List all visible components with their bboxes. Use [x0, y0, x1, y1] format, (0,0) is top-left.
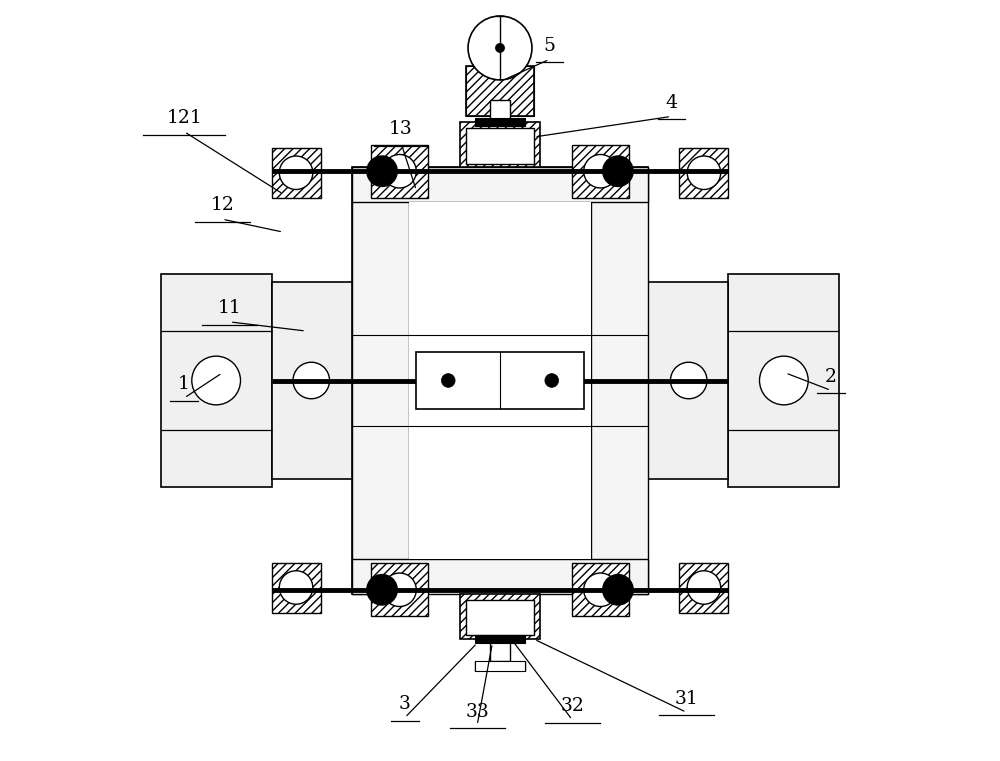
Bar: [466, 128, 534, 164]
Bar: [475, 661, 525, 671]
Text: 3: 3: [399, 695, 411, 713]
Bar: [161, 274, 272, 487]
Bar: [466, 600, 534, 635]
Circle shape: [603, 156, 633, 186]
Bar: [460, 122, 540, 167]
Circle shape: [367, 575, 397, 605]
Bar: [466, 66, 534, 116]
Bar: [371, 563, 428, 616]
Circle shape: [545, 374, 559, 387]
Bar: [409, 202, 591, 559]
Circle shape: [383, 154, 416, 188]
Circle shape: [293, 362, 330, 399]
Circle shape: [687, 156, 721, 189]
Bar: [272, 148, 321, 198]
Circle shape: [687, 571, 721, 604]
Bar: [728, 274, 839, 487]
Circle shape: [383, 573, 416, 607]
Bar: [466, 66, 534, 116]
Circle shape: [367, 156, 397, 186]
Circle shape: [760, 356, 808, 405]
Bar: [352, 559, 648, 594]
Bar: [352, 167, 648, 594]
Bar: [591, 167, 648, 594]
Bar: [679, 563, 728, 613]
Bar: [572, 563, 629, 616]
Circle shape: [603, 575, 633, 605]
Text: 4: 4: [665, 94, 677, 112]
Circle shape: [495, 43, 505, 53]
Text: 12: 12: [210, 196, 234, 215]
Text: 121: 121: [166, 109, 202, 127]
Text: 13: 13: [389, 120, 413, 139]
Text: 11: 11: [218, 299, 242, 317]
Bar: [475, 635, 525, 643]
Bar: [679, 148, 728, 198]
Bar: [371, 145, 428, 198]
Bar: [460, 594, 540, 639]
Bar: [490, 638, 510, 661]
Bar: [572, 145, 629, 198]
Circle shape: [584, 573, 617, 607]
Text: 33: 33: [465, 702, 489, 721]
Bar: [648, 282, 728, 479]
Text: 5: 5: [543, 37, 555, 55]
Circle shape: [441, 374, 455, 387]
Bar: [416, 352, 584, 409]
Circle shape: [584, 154, 617, 188]
Circle shape: [468, 16, 532, 80]
Text: 2: 2: [825, 368, 837, 386]
Bar: [272, 282, 352, 479]
Bar: [352, 167, 648, 202]
Text: 31: 31: [675, 689, 698, 708]
Text: 1: 1: [178, 375, 190, 393]
Bar: [352, 167, 409, 594]
Text: 32: 32: [560, 697, 584, 715]
Bar: [475, 118, 525, 126]
Circle shape: [192, 356, 240, 405]
Circle shape: [279, 571, 313, 604]
Bar: [272, 563, 321, 613]
Circle shape: [670, 362, 707, 399]
Bar: [490, 100, 510, 123]
Circle shape: [279, 156, 313, 189]
